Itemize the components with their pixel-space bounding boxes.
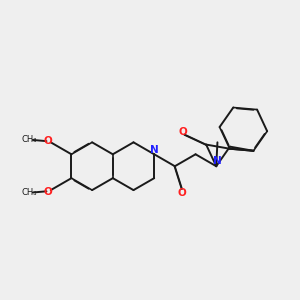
Text: O: O <box>178 188 186 198</box>
Text: CH₃: CH₃ <box>22 188 37 197</box>
Text: N: N <box>213 156 222 167</box>
Text: O: O <box>179 127 188 136</box>
Text: O: O <box>44 136 52 146</box>
Text: N: N <box>150 145 159 155</box>
Text: O: O <box>44 187 52 197</box>
Text: CH₃: CH₃ <box>22 135 37 144</box>
